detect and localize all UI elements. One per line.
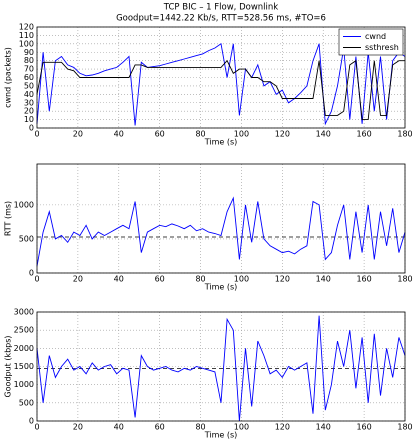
y-tick-label: 1500 bbox=[14, 362, 34, 371]
x-tick-label: 80 bbox=[195, 275, 205, 284]
y-axis-label: RTT (ms) bbox=[4, 201, 13, 236]
x-tick-label: 180 bbox=[397, 423, 412, 432]
y-tick-label: 2500 bbox=[14, 326, 34, 335]
subtitle: Goodput=1442.22 Kb/s, RTT=528.56 ms, #TO… bbox=[116, 14, 326, 24]
y-tick-label: 2000 bbox=[14, 344, 34, 353]
y-tick-label: 0 bbox=[29, 269, 34, 278]
legend-label: ssthresh bbox=[365, 43, 399, 52]
x-axis-label: Time (s) bbox=[204, 138, 238, 147]
y-tick-label: 0 bbox=[29, 417, 34, 426]
y-tick-label: 1000 bbox=[14, 380, 34, 389]
x-tick-label: 120 bbox=[275, 130, 290, 139]
y-axis-label: cwnd (packets) bbox=[4, 47, 13, 108]
x-tick-label: 120 bbox=[275, 275, 290, 284]
x-tick-label: 160 bbox=[356, 275, 371, 284]
y-tick-label: 90 bbox=[24, 48, 34, 57]
y-tick-label: 50 bbox=[24, 81, 34, 90]
x-tick-label: 100 bbox=[234, 423, 249, 432]
x-tick-label: 100 bbox=[234, 275, 249, 284]
y-tick-label: 1000 bbox=[14, 200, 34, 209]
y-tick-label: 500 bbox=[19, 398, 34, 407]
y-tick-label: 20 bbox=[24, 107, 34, 116]
plot-frame bbox=[36, 26, 406, 129]
x-tick-label: 40 bbox=[114, 275, 124, 284]
x-axis-label: Time (s) bbox=[204, 283, 238, 292]
series-line bbox=[36, 43, 406, 126]
x-tick-label: 60 bbox=[155, 275, 165, 284]
legend-label: cwnd bbox=[365, 32, 386, 41]
y-tick-label: 100 bbox=[19, 39, 34, 48]
series-line bbox=[36, 196, 406, 267]
x-tick-label: 140 bbox=[316, 423, 331, 432]
y-tick-label: 30 bbox=[24, 98, 34, 107]
y-tick-label: 10 bbox=[24, 115, 34, 124]
x-tick-label: 20 bbox=[73, 275, 83, 284]
title: TCP BIC – 1 Flow, Downlink bbox=[163, 3, 278, 13]
x-tick-label: 0 bbox=[34, 130, 39, 139]
y-tick-label: 500 bbox=[19, 234, 34, 243]
y-tick-label: 0 bbox=[29, 124, 34, 133]
x-tick-label: 0 bbox=[34, 423, 39, 432]
series-line bbox=[36, 59, 405, 121]
x-tick-label: 40 bbox=[114, 130, 124, 139]
x-axis-label: Time (s) bbox=[204, 431, 238, 440]
legend-box bbox=[338, 28, 404, 56]
x-tick-label: 20 bbox=[73, 423, 83, 432]
x-tick-label: 0 bbox=[34, 275, 39, 284]
y-tick-label: 40 bbox=[24, 90, 34, 99]
y-axis-label: Goodput (kbps) bbox=[4, 335, 13, 397]
y-tick-label: 110 bbox=[19, 31, 34, 40]
x-tick-label: 100 bbox=[234, 130, 249, 139]
x-tick-label: 60 bbox=[155, 130, 165, 139]
x-tick-label: 180 bbox=[397, 130, 412, 139]
y-tick-label: 120 bbox=[19, 23, 34, 32]
x-tick-label: 80 bbox=[195, 423, 205, 432]
y-tick-label: 60 bbox=[24, 73, 34, 82]
x-tick-label: 160 bbox=[356, 423, 371, 432]
y-tick-label: 70 bbox=[24, 65, 34, 74]
x-tick-label: 140 bbox=[316, 275, 331, 284]
x-tick-label: 160 bbox=[356, 130, 371, 139]
x-tick-label: 140 bbox=[316, 130, 331, 139]
x-tick-label: 180 bbox=[397, 275, 412, 284]
x-tick-label: 20 bbox=[73, 130, 83, 139]
x-tick-label: 60 bbox=[155, 423, 165, 432]
x-tick-label: 120 bbox=[275, 423, 290, 432]
plot-frame bbox=[36, 311, 406, 422]
y-tick-label: 3000 bbox=[14, 308, 34, 317]
plot-frame bbox=[36, 163, 406, 274]
x-tick-label: 80 bbox=[195, 130, 205, 139]
series-line bbox=[36, 315, 406, 422]
y-tick-label: 80 bbox=[24, 56, 34, 65]
x-tick-label: 40 bbox=[114, 423, 124, 432]
